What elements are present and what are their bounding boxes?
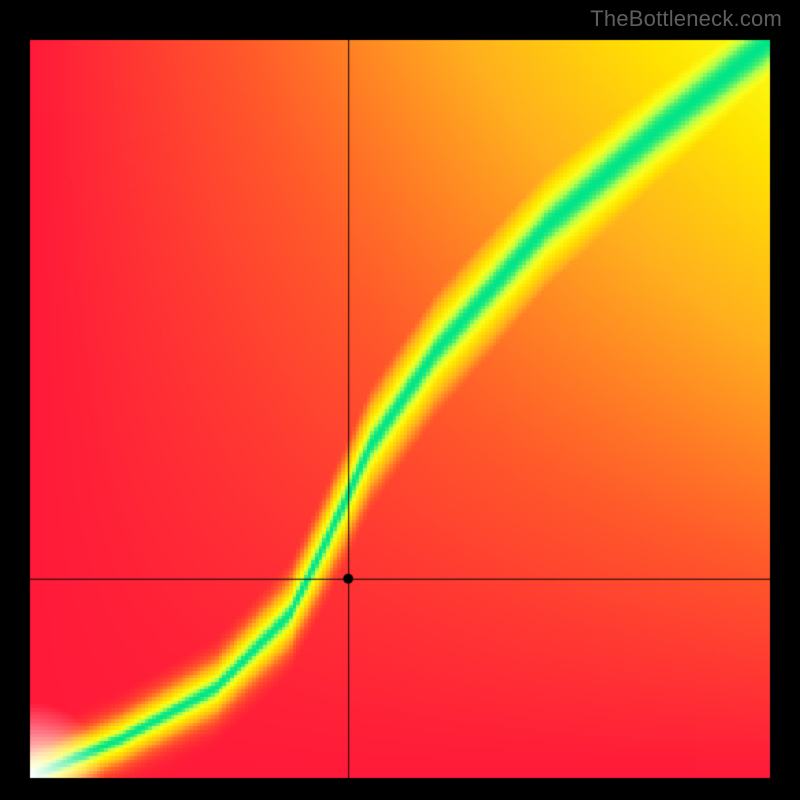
watermark-text: TheBottleneck.com (590, 6, 782, 32)
heatmap-canvas (0, 0, 800, 800)
chart-container: TheBottleneck.com (0, 0, 800, 800)
